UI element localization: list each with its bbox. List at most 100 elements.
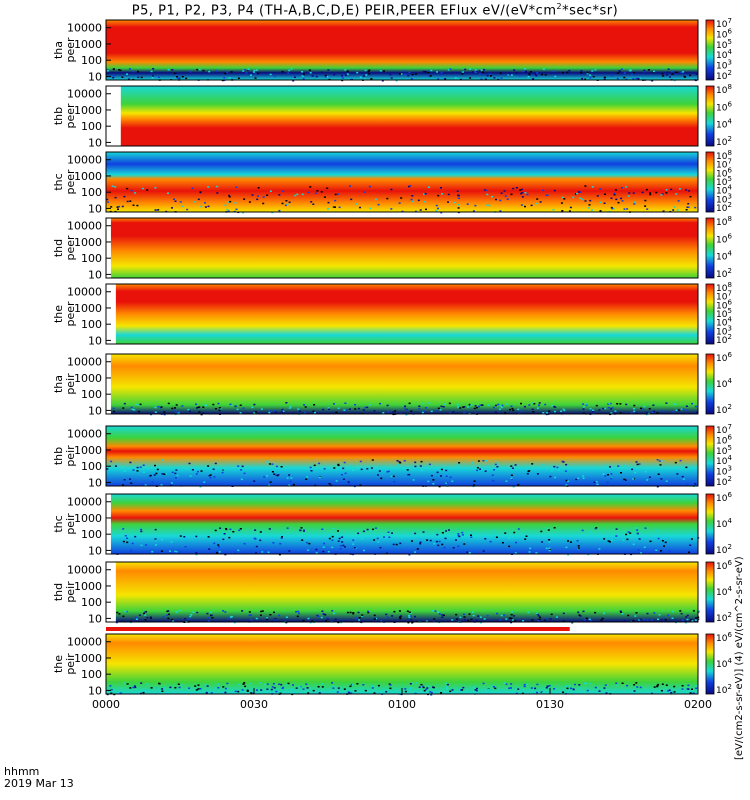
colorbar-tick-base: 10 [716,169,728,179]
noise-cell [524,205,526,208]
noise-cell [511,619,514,621]
noise-cell [352,539,355,541]
noise-cell [418,692,421,694]
noise-cell [688,190,691,192]
y-label-line1: thc [52,173,65,190]
noise-cell [331,546,334,549]
noise-cell [255,545,258,548]
noise-cell [323,196,326,198]
noise-cell [300,527,303,529]
noise-cell [301,539,304,541]
noise-cell [144,614,147,616]
noise-cell [466,203,469,205]
noise-cell [248,201,251,203]
colorbar-tick-label: 106 [716,298,732,311]
noise-cell [140,528,143,531]
noise-cell [496,461,499,464]
noise-cell [474,689,477,691]
noise-cell [118,205,121,208]
noise-cell [181,76,184,78]
noise-cell [268,463,271,465]
colorbar-tick-label: 102 [716,267,732,280]
noise-cell [379,70,382,72]
noise-cell [302,619,305,622]
noise-cell [179,201,182,203]
noise-cell [303,529,305,531]
noise-cell [437,544,440,547]
noise-cell [253,412,256,414]
noise-cell [528,551,531,553]
noise-cell [500,192,503,194]
noise-cell [599,188,602,190]
noise-cell [665,402,668,404]
noise-cell [237,690,240,693]
noise-cell [482,460,485,462]
noise-cell [343,688,346,690]
noise-cell [642,408,645,410]
noise-cell [567,540,569,542]
noise-cell [118,69,121,71]
noise-cell [228,77,231,79]
noise-cell [214,408,217,410]
noise-cell [504,195,507,197]
noise-cell [419,541,422,544]
noise-cell [393,610,396,613]
noise-cell [331,539,334,542]
noise-cell [302,78,305,80]
noise-cell [435,540,438,543]
noise-cell [316,190,319,192]
noise-cell [278,553,281,556]
colorbar-tick-base: 10 [716,253,728,263]
noise-cell [341,541,344,543]
noise-cell [373,618,376,620]
noise-cell [140,530,143,533]
noise-cell [553,189,556,192]
noise-cell [112,77,115,79]
noise-cell [676,209,679,211]
noise-cell [150,70,153,73]
noise-cell [397,464,400,466]
noise-cell [111,185,114,187]
noise-cell [224,687,227,690]
noise-cell [357,611,360,614]
noise-cell [455,539,457,541]
noise-cell [272,683,275,685]
noise-cell [333,467,336,469]
noise-cell [632,543,635,546]
noise-cell [540,530,543,533]
y-tick-label: 10000 [67,88,102,101]
colorbar-tick-base: 10 [716,380,728,390]
colorbar-tick-label: 106 [716,631,732,644]
noise-cell [234,405,237,407]
noise-cell [229,528,232,531]
noise-cell [622,539,625,541]
noise-cell [259,531,262,533]
noise-cell [472,71,475,73]
noise-cell [347,691,350,693]
noise-cell [266,617,268,619]
noise-cell [656,685,659,688]
noise-cell [107,201,110,203]
noise-cell [288,474,291,476]
noise-cell [440,187,442,189]
noise-cell [653,410,655,413]
noise-cell [339,467,341,469]
noise-cell [457,463,460,466]
noise-cell [154,538,157,540]
noise-cell [524,192,527,194]
noise-cell [178,610,181,612]
noise-cell [204,206,207,208]
noise-cell [269,410,272,413]
noise-cell [638,619,641,621]
noise-cell [511,478,513,480]
colorbar-tick-exponent: 4 [727,585,732,593]
noise-cell [195,473,198,475]
noise-cell [565,484,568,486]
noise-cell [669,76,671,78]
noise-cell [425,208,427,211]
noise-cell [383,536,385,538]
noise-cell [456,403,459,406]
noise-cell [239,412,242,414]
colorbar-tick-base: 10 [716,634,728,644]
